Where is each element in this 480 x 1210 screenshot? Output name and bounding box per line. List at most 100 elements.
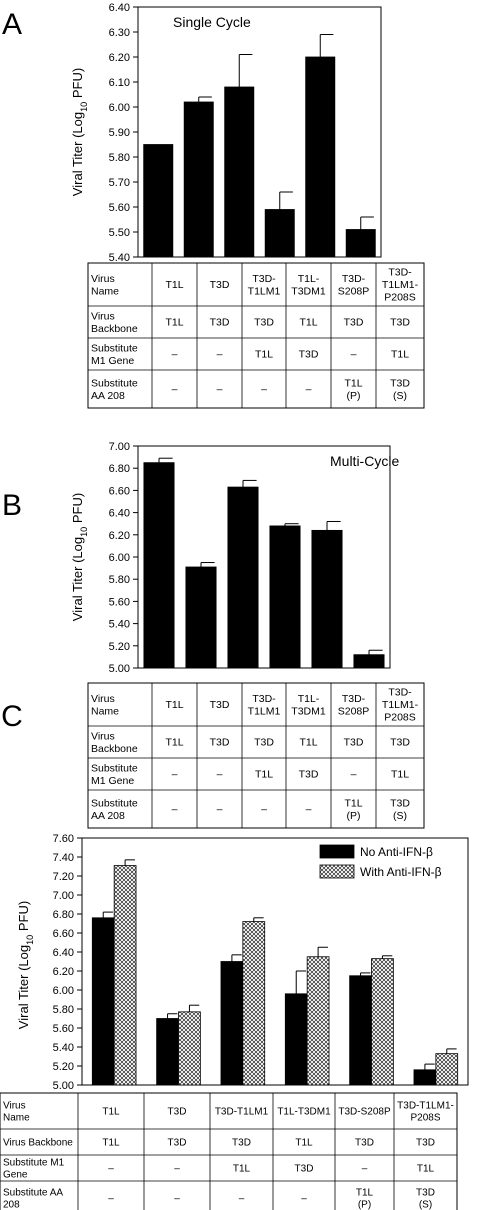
y-tick-label: 5.20 [53,1061,74,1073]
table-cell-name: P208S [410,1113,440,1124]
table-cell-name: T1L- [298,273,320,285]
table-row-header: Name [91,705,119,717]
table-cell-backbone: T1L [102,1138,120,1149]
plot-frame [137,445,391,669]
plot-frame [137,6,382,258]
table-cell-backbone: T3D [344,737,364,749]
table-row-header: Virus [91,310,115,322]
table-cell-aa: T3D [390,377,410,389]
y-tick-label: 6.00 [53,985,74,997]
table-cell-backbone: T3D [254,317,274,329]
table-cell-aa: T1L [344,377,362,389]
bar-a-1-6 [345,229,376,258]
table-row-header: Virus [91,273,115,285]
y-tick-label: 6.00 [109,552,130,564]
y-tick-label: 6.40 [53,947,74,959]
bar-a-1-1 [143,144,174,258]
table-cell-name: T1L [165,699,183,711]
table-cell-backbone: T3D [210,317,230,329]
bar-b-1-6 [353,654,385,669]
bar-c-2-5 [371,958,394,1086]
y-tick-label: 6.40 [109,2,130,14]
table-cell-m1: – [172,349,178,361]
y-tick-label: 5.20 [109,641,130,653]
bar-c-2-2 [178,1011,201,1086]
table-cell-aa: – [174,1194,180,1205]
table-cell-name: T3D- [252,693,276,705]
table-row-header: Gene [3,1170,28,1181]
table-cell-m1: – [351,349,357,361]
table-row-header: Virus [3,1101,26,1112]
table-row-header: Virus Backbone [3,1138,73,1149]
table-cell-name: T1L- [298,693,320,705]
table-row-header: Backbone [91,323,138,335]
y-tick-label: 6.40 [109,508,130,520]
y-tick-label: 5.40 [109,619,130,631]
y-tick-label: 7.60 [53,833,74,845]
bar-c-1-5 [349,975,372,1086]
bar-c-2-1 [113,865,137,1086]
table-cell-backbone: T3D [390,737,410,749]
table-cell-backbone: T3D [416,1138,435,1149]
table-cell-m1: – [217,769,223,781]
y-tick-label: 5.60 [109,202,130,214]
table-cell-aa: – [261,384,267,396]
y-tick-label: 5.00 [53,1080,74,1092]
table-cell-aa: T1L [344,797,362,809]
table-cell-aa: (P) [347,390,361,402]
table-cell-m1: – [351,769,357,781]
table-cell-name: T3D- [252,273,276,285]
y-tick-label: 6.80 [53,909,74,921]
y-tick-label: 5.80 [53,1004,74,1016]
panel-label-b: B [2,489,22,522]
table-row-header: Substitute [91,762,138,774]
y-tick-label: 6.60 [109,485,130,497]
table-cell-backbone: T1L [299,317,317,329]
table-row-header: Substitute [91,377,138,389]
table-cell-aa: – [306,384,312,396]
y-tick-label: 7.00 [53,890,74,902]
chart-title: Single Cycle [173,14,251,30]
table-row-header: Backbone [91,743,138,755]
table-cell-aa: – [239,1194,245,1205]
y-tick-label: 6.60 [53,928,74,940]
y-tick-label: 5.50 [109,227,130,239]
y-tick-label: 6.00 [109,102,130,114]
table-cell-backbone: T3D [168,1138,187,1149]
table-cell-m1: T3D [299,769,319,781]
table-cell-name: T3D- [342,273,366,285]
legend-swatch [319,844,355,859]
table-cell-backbone: T3D [390,317,410,329]
table-row-header: Substitute [91,797,138,809]
table-cell-name: T1LM1 [248,285,281,297]
table-cell-aa: – [108,1194,114,1205]
table-row-header: Virus [91,693,115,705]
table-cell-name: T3D-T1LM1- [397,1101,454,1112]
y-tick-label: 5.80 [109,152,130,164]
y-tick-label: 5.40 [109,252,130,264]
table-row-header: Name [3,1113,30,1124]
table-cell-name: S208P [338,705,370,717]
table-row-header: Substitute M1 [3,1158,65,1169]
table-cell-name: T1LM1 [248,705,281,717]
table-cell-m1: T1L [255,769,273,781]
table-cell-m1: – [108,1164,114,1175]
bar-c-1-6 [413,1069,437,1086]
table-cell-m1: T1L [391,349,409,361]
y-tick-label: 5.90 [109,127,130,139]
table-cell-m1: – [217,349,223,361]
bar-c-1-2 [156,1018,179,1086]
panel-label-a: A [2,8,22,41]
table-cell-aa: (S) [419,1200,432,1210]
bar-a-1-2 [183,101,214,258]
table-cell-name: T1L-T3DM1 [277,1107,331,1118]
table-cell-backbone: T3D [355,1138,374,1149]
table-row-header: M1 Gene [91,355,134,367]
table-cell-aa: – [172,384,178,396]
bar-a-1-4 [264,209,295,258]
table-cell-backbone: T3D [344,317,364,329]
table-frame [0,1092,458,1210]
table-cell-name: T3DM1 [291,285,326,297]
table-row-header: Virus [91,730,115,742]
y-tick-label: 6.20 [53,966,74,978]
